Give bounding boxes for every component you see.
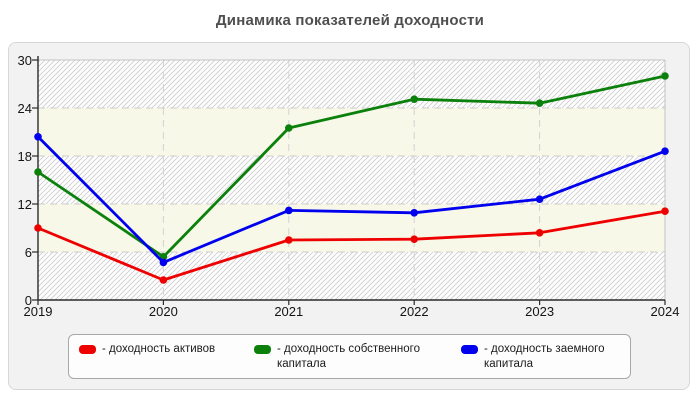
legend-item-equity: - доходность собственного капитала	[254, 342, 429, 372]
y-axis-tick-label: 24	[17, 101, 32, 116]
legend: - доходность активов - доходность собств…	[68, 334, 631, 379]
legend-item-debt: - доходность заемного капитала	[461, 342, 626, 372]
y-axis-tick-label: 18	[17, 149, 32, 164]
chart-title: Динамика показателей доходности	[215, 12, 485, 29]
legend-swatch-blue	[461, 345, 478, 354]
x-axis-tick-label: 2019	[23, 304, 53, 319]
y-axis-tick-label: 6	[24, 245, 32, 260]
legend-label: - доходность заемного капитала	[484, 343, 605, 370]
x-axis-tick-label: 2021	[274, 304, 304, 319]
x-axis-tick-label: 2022	[399, 304, 429, 319]
x-axis-tick-label: 2023	[525, 304, 555, 319]
legend-label: - доходность активов	[102, 343, 216, 355]
legend-item-assets: - доходность активов	[79, 342, 215, 357]
legend-swatch-green	[254, 345, 271, 354]
x-axis-tick-label: 2024	[650, 304, 680, 319]
y-axis-tick-label: 0	[24, 293, 32, 308]
y-axis-tick-label: 12	[17, 197, 32, 212]
y-axis-tick-label: 30	[17, 53, 32, 68]
legend-swatch-red	[79, 345, 96, 354]
x-axis-tick-label: 2020	[148, 304, 178, 319]
legend-label: - доходность собственного капитала	[277, 343, 420, 370]
